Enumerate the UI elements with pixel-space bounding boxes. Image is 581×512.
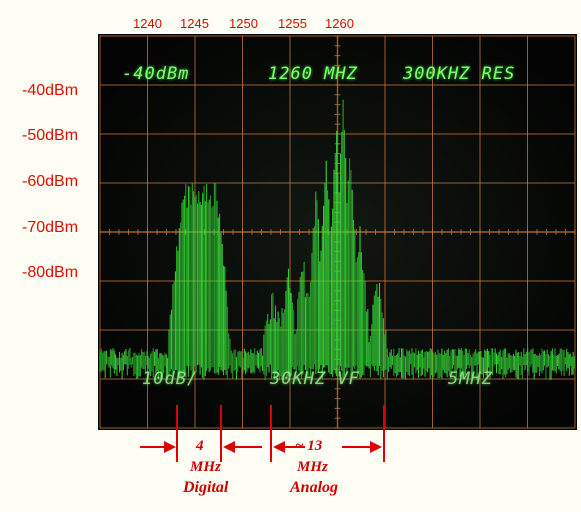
video-filter-readout: 30KHZ VF [270,369,360,389]
dbm-label-40: -40dBm [22,82,79,99]
digital-label: Digital [183,479,229,496]
ref-level-readout: -40dBm [122,64,190,84]
dbm-label-60: -60dBm [22,173,79,190]
dbm-label-50: -50dBm [22,127,79,144]
digital-unit: MHz [190,459,221,475]
freq-label-1245: 1245 [180,16,209,31]
dbm-label-80: -80dBm [22,264,79,281]
spectrum-trace [99,99,576,380]
digital-width-value: 4 [196,438,204,454]
digital-right-arrow [223,441,262,453]
center-freq-readout: 1260 MHZ [268,64,358,84]
freq-label-1255: 1255 [278,16,307,31]
freq-label-1250: 1250 [229,16,258,31]
analog-width-value: ~ 13 [295,438,323,454]
analog-right-arrow [342,441,382,453]
spectrum-screen: -40dBm 1260 MHZ 300KHZ RES 10dB/ 30KHZ V… [98,34,577,430]
scale-readout: 10dB/ [142,369,199,389]
resolution-readout: 300KHZ RES [403,64,516,84]
dbm-label-70: -70dBm [22,219,79,236]
freq-label-1240: 1240 [133,16,162,31]
analog-label: Analog [290,479,339,496]
freq-label-1260: 1260 [325,16,354,31]
span-readout: 5MHZ [448,369,493,389]
spectrum-display [98,34,577,430]
analog-unit: MHz [297,459,328,475]
digital-left-arrow [140,441,176,453]
